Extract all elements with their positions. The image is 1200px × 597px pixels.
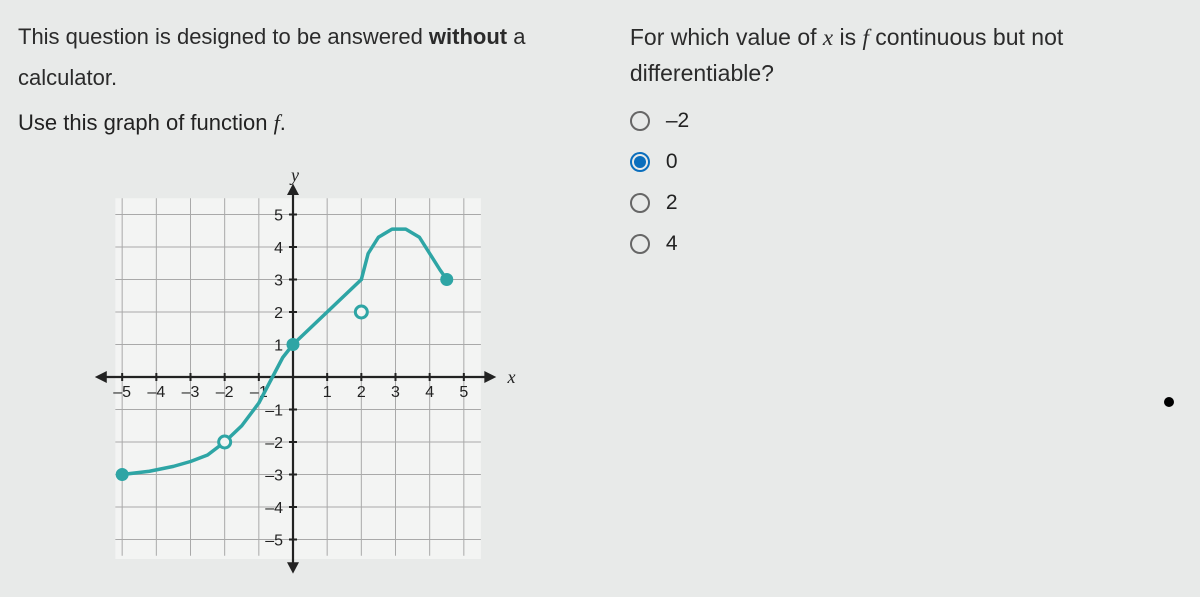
option-label: 2 — [666, 190, 678, 215]
answer-option-3[interactable]: 4 — [630, 231, 1182, 256]
svg-text:–4: –4 — [265, 500, 283, 517]
answer-option-1[interactable]: 0 — [630, 149, 1182, 174]
svg-text:y: y — [289, 165, 299, 185]
option-label: 4 — [666, 231, 678, 256]
svg-text:2: 2 — [357, 384, 366, 401]
answer-option-2[interactable]: 2 — [630, 190, 1182, 215]
svg-text:–5: –5 — [265, 533, 283, 550]
use-graph-text-b: . — [280, 110, 286, 135]
use-graph: Use this graph of function f. — [18, 110, 590, 136]
svg-text:1: 1 — [274, 338, 283, 355]
q-part2: is — [833, 24, 862, 50]
instruction-bold: without — [429, 24, 507, 49]
svg-text:1: 1 — [323, 384, 332, 401]
radio-icon[interactable] — [630, 152, 650, 172]
svg-text:–5: –5 — [113, 384, 131, 401]
svg-text:5: 5 — [274, 208, 283, 225]
chart-container: –5–4–3–2–112345–5–4–3–2–112345yx — [58, 152, 590, 582]
svg-text:x: x — [506, 367, 515, 387]
function-graph: –5–4–3–2–112345–5–4–3–2–112345yx — [58, 152, 518, 582]
svg-text:–2: –2 — [216, 384, 234, 401]
svg-text:–4: –4 — [147, 384, 165, 401]
svg-text:3: 3 — [274, 273, 283, 290]
svg-text:–2: –2 — [265, 435, 283, 452]
option-label: –2 — [666, 108, 689, 133]
q-x: x — [823, 25, 833, 50]
instruction-line1: This question is designed to be answered… — [18, 20, 590, 53]
svg-text:–1: –1 — [265, 403, 283, 420]
svg-text:4: 4 — [274, 240, 283, 257]
question-line2: differentiable? — [630, 56, 1182, 91]
svg-text:2: 2 — [274, 305, 283, 322]
option-label: 0 — [666, 149, 678, 174]
answer-options: –2 0 2 4 — [630, 108, 1182, 256]
q-part1: For which value of — [630, 24, 823, 50]
svg-text:4: 4 — [425, 384, 434, 401]
radio-icon[interactable] — [630, 111, 650, 131]
q-part3: continuous but not — [869, 24, 1063, 50]
instruction-text-a: This question is designed to be answered — [18, 24, 429, 49]
instruction-text-b: a — [507, 24, 525, 49]
decorative-dot — [1164, 397, 1174, 407]
radio-icon[interactable] — [630, 193, 650, 213]
svg-text:–3: –3 — [265, 468, 283, 485]
instruction-line2: calculator. — [18, 61, 590, 94]
svg-text:–3: –3 — [182, 384, 200, 401]
question-line1: For which value of x is f continuous but… — [630, 20, 1182, 56]
answer-option-0[interactable]: –2 — [630, 108, 1182, 133]
svg-text:5: 5 — [459, 384, 468, 401]
radio-icon[interactable] — [630, 234, 650, 254]
use-graph-text-a: Use this graph of function — [18, 110, 274, 135]
svg-text:3: 3 — [391, 384, 400, 401]
